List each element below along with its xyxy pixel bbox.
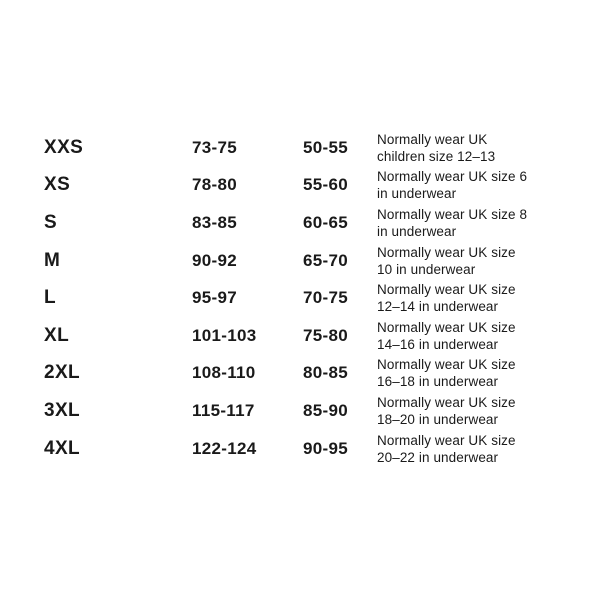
size-note-line1: Normally wear UK size (377, 357, 516, 373)
range-2-value: 60-65 (303, 212, 348, 232)
size-note-line1: Normally wear UK size (377, 394, 516, 410)
range-2-value: 65-70 (303, 250, 348, 270)
size-note-line2: 10 in underwear (377, 261, 476, 277)
range-1-value: 108-110 (192, 363, 256, 383)
size-note-line2: 12–14 in underwear (377, 299, 499, 315)
size-note: Normally wear UK children size 12–13 (377, 131, 562, 165)
size-label: L (44, 287, 57, 309)
table-row: 2XL 108-110 80-85 Normally wear UK size … (44, 355, 562, 393)
table-row: M 90-92 65-70 Normally wear UK size 10 i… (44, 242, 562, 280)
size-label: XXS (44, 136, 84, 158)
range-2-value: 80-85 (303, 363, 348, 383)
range-1-value: 122-124 (192, 438, 257, 458)
range-1-value: 78-80 (192, 175, 237, 195)
size-label: XL (44, 324, 70, 346)
size-note: Normally wear UK size 12–14 in underwear (377, 281, 562, 315)
size-note: Normally wear UK size 18–20 in underwear (377, 394, 562, 428)
range-2-value: 55-60 (303, 175, 348, 195)
size-note: Normally wear UK size 14–16 in underwear (377, 319, 562, 353)
size-note-line2: 18–20 in underwear (377, 411, 499, 427)
table-row: XL 101-103 75-80 Normally wear UK size 1… (44, 317, 562, 355)
table-row: XXS 73-75 50-55 Normally wear UK childre… (44, 129, 562, 167)
size-note: Normally wear UK size 10 in underwear (377, 244, 562, 278)
range-1-value: 73-75 (192, 137, 237, 157)
size-note-line2: in underwear (377, 186, 457, 202)
size-label: 3XL (44, 399, 81, 421)
range-1-value: 95-97 (192, 288, 237, 308)
size-note-line1: Normally wear UK size (377, 282, 516, 298)
size-note-line1: Normally wear UK size 6 (377, 169, 528, 185)
size-label: XS (44, 174, 71, 196)
range-2-value: 70-75 (303, 288, 348, 308)
size-note: Normally wear UK size 8 in underwear (377, 206, 562, 240)
size-note-line2: 14–16 in underwear (377, 336, 499, 352)
range-2-value: 85-90 (303, 400, 348, 420)
table-row: XS 78-80 55-60 Normally wear UK size 6 i… (44, 167, 562, 205)
size-note: Normally wear UK size 6 in underwear (377, 168, 562, 202)
range-2-value: 50-55 (303, 137, 348, 157)
size-note-line1: Normally wear UK size (377, 244, 516, 260)
table-row: 3XL 115-117 85-90 Normally wear UK size … (44, 392, 562, 430)
size-note: Normally wear UK size 20–22 in underwear (377, 432, 562, 466)
range-2-value: 90-95 (303, 438, 348, 458)
range-1-value: 83-85 (192, 212, 237, 232)
size-label: M (44, 249, 61, 271)
range-2-value: 75-80 (303, 325, 348, 345)
size-note-line2: 16–18 in underwear (377, 374, 499, 390)
size-note: Normally wear UK size 16–18 in underwear (377, 356, 562, 390)
size-note-line1: Normally wear UK size 8 (377, 206, 528, 222)
range-1-value: 90-92 (192, 250, 237, 270)
size-note-line2: children size 12–13 (377, 148, 496, 164)
table-row: 4XL 122-124 90-95 Normally wear UK size … (44, 430, 562, 468)
size-note-line1: Normally wear UK (377, 131, 488, 147)
size-note-line2: in underwear (377, 223, 457, 239)
table-row: S 83-85 60-65 Normally wear UK size 8 in… (44, 204, 562, 242)
size-guide-table: XXS 73-75 50-55 Normally wear UK childre… (44, 129, 562, 467)
range-1-value: 115-117 (192, 400, 255, 420)
size-note-line2: 20–22 in underwear (377, 449, 499, 465)
size-note-line1: Normally wear UK size (377, 432, 516, 448)
table-row: L 95-97 70-75 Normally wear UK size 12–1… (44, 279, 562, 317)
size-label: 4XL (44, 437, 81, 459)
size-note-line1: Normally wear UK size (377, 319, 516, 335)
range-1-value: 101-103 (192, 325, 257, 345)
size-label: S (44, 211, 58, 233)
size-label: 2XL (44, 362, 81, 384)
